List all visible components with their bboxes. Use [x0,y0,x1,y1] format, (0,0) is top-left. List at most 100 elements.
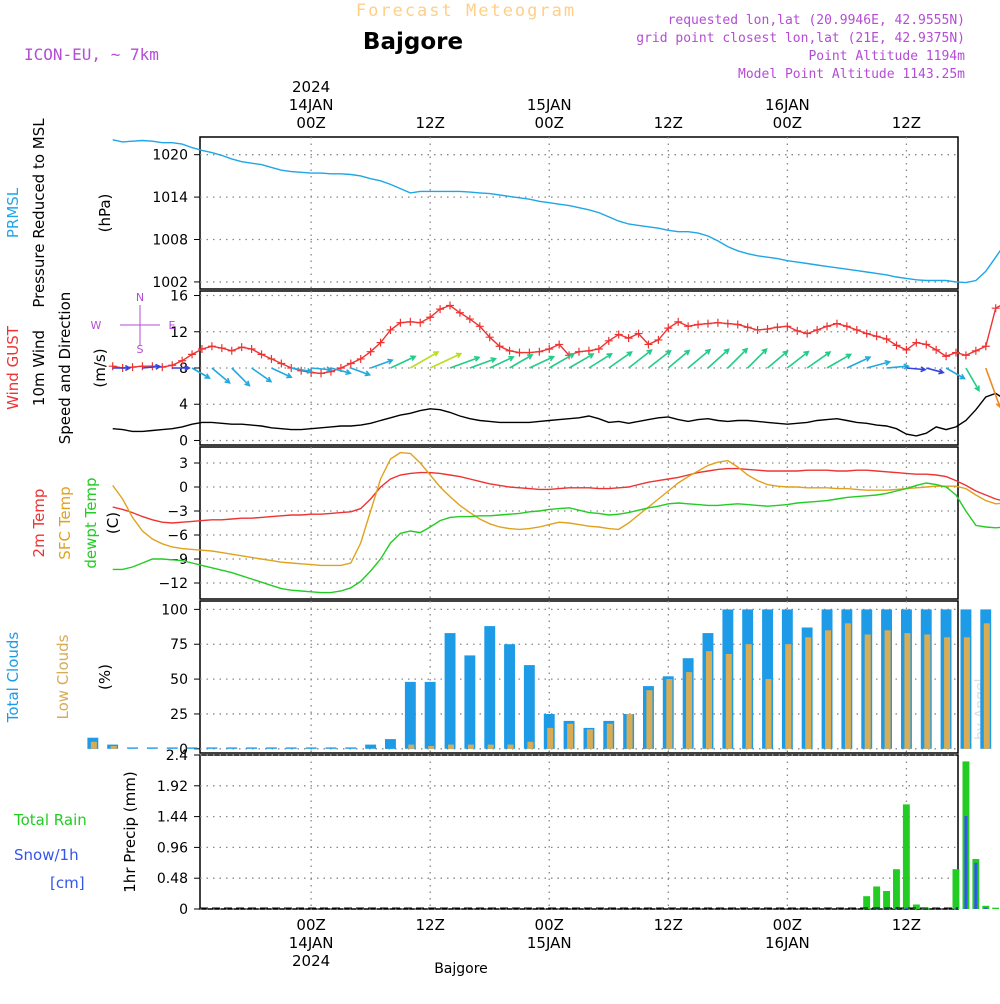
total_clouds-bar [146,747,158,749]
low_clouds-bar [448,744,454,749]
wind-arrow [409,351,440,369]
gust-point [763,325,772,334]
y-tick-label: 1014 [152,190,188,206]
rain-bar [902,804,910,909]
wind-arrow [330,367,352,376]
wind-arrow [469,357,497,369]
rain-bar [982,905,990,909]
unit-label: (hPa) [96,194,114,233]
gust-point [842,322,851,331]
wind-arrow [766,350,789,369]
sfc-line [112,451,1000,567]
wind-arrow [429,352,463,369]
gust-point [991,304,1000,313]
gust-point [555,340,564,349]
total_clouds-bar [424,681,436,749]
top-time-label: 00Z [296,114,325,132]
snow-bar [954,908,958,909]
total_clouds-bar [523,665,535,749]
bottom-time-label: 00Z [296,916,325,934]
wind-arrow [251,367,273,383]
wind-arrow [449,355,481,369]
unit-label: (C) [104,512,122,534]
panel-frame [199,754,959,910]
top-date-label: 15JAN [527,96,572,114]
rain-label: Total Rain [13,811,87,829]
low_clouds-bar [567,723,574,749]
panel-3: 0 25 50 75 100 Total Clouds Low Clouds (%) [4,600,992,758]
panel-0: 1002 1008 1014 1020 PRMSL Pressure Reduced to… [4,118,1000,308]
gust-point [416,318,425,327]
gust-point [356,354,365,363]
top-date-label: 14JAN [289,96,334,114]
banner-title: Forecast Meteogram [356,1,576,21]
gust-point [217,344,226,353]
wind-arrow [271,367,293,379]
snow-unit-label: [cm] [50,874,85,892]
total_clouds-bar [504,644,515,749]
snow-bar [875,908,879,909]
gust-point [852,325,861,334]
unit-label: 1hr Precip (mm) [121,771,139,892]
low_clouds-bar [844,623,851,749]
gust-point [644,340,653,349]
total_clouds-bar [365,744,377,749]
total_clouds-bar [166,747,178,749]
wind-arrow [350,367,372,377]
y-tick-label: 75 [170,637,188,653]
grid-point-coords: grid point closest lon,lat (21E, 42.9375… [636,31,965,46]
low_clouds-bar [626,714,633,749]
wind-line [112,392,1000,437]
gust-point [902,345,911,354]
gust-point [743,323,752,332]
top-time-label: 12Z [415,114,444,132]
low_clouds-bar [785,644,792,749]
dewpt-line [112,482,1000,594]
snow-bar [904,907,908,909]
snow-bar [964,816,968,909]
y-tick-label: 0 [179,480,188,496]
gust-point [634,329,643,338]
bottom-time-label: 00Z [535,916,564,934]
snow-bar [974,862,978,909]
total_clouds-bar [345,747,357,749]
panel-label: Speed and Direction [56,292,74,445]
gust-point [703,319,712,328]
gust-point [396,318,405,327]
wind-arrow [231,367,251,387]
total_clouds-bar [127,747,138,749]
low_clouds-bar [745,644,752,749]
wind-arrow [886,363,910,370]
panel-label: dewpt Temp [82,477,100,568]
gust-point [267,354,276,363]
compass-west: W [91,319,102,332]
gust-point [426,313,435,322]
gust-point [823,322,832,331]
gust-point [694,320,703,329]
wind-arrow [142,363,162,370]
y-tick-label: 1.92 [157,779,188,795]
point-altitude: Point Altitude 1194m [808,49,965,64]
rain-bar [863,896,871,909]
gust-point [892,341,901,350]
gust-point [535,347,544,356]
wind-arrow [608,351,633,369]
low_clouds-bar [110,746,117,749]
gust-point [128,363,137,372]
wind-arrow [786,350,810,369]
wind-arrow [489,355,515,369]
low_clouds-bar [646,690,653,749]
total_clouds-bar [325,747,337,749]
requested-coords: requested lon,lat (20.9946E, 42.9555N) [668,13,965,28]
panel-4: 0 0.48 0.96 1.44 1.92 2.4 Total Rain Snow/1h [cm… [13,748,1000,918]
low_clouds-bar [606,723,613,749]
wind-arrow [548,352,576,369]
gust-point [386,325,395,334]
bottom-time-label: 00Z [773,916,802,934]
gust-point [773,323,782,332]
gust-point [475,322,484,331]
snow-label: Snow/1h [14,846,79,864]
gust-point [942,352,951,361]
low_clouds-bar [825,630,831,749]
